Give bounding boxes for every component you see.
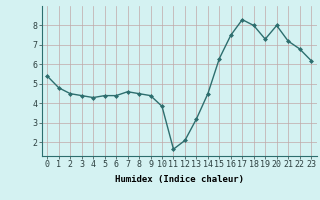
X-axis label: Humidex (Indice chaleur): Humidex (Indice chaleur) — [115, 175, 244, 184]
